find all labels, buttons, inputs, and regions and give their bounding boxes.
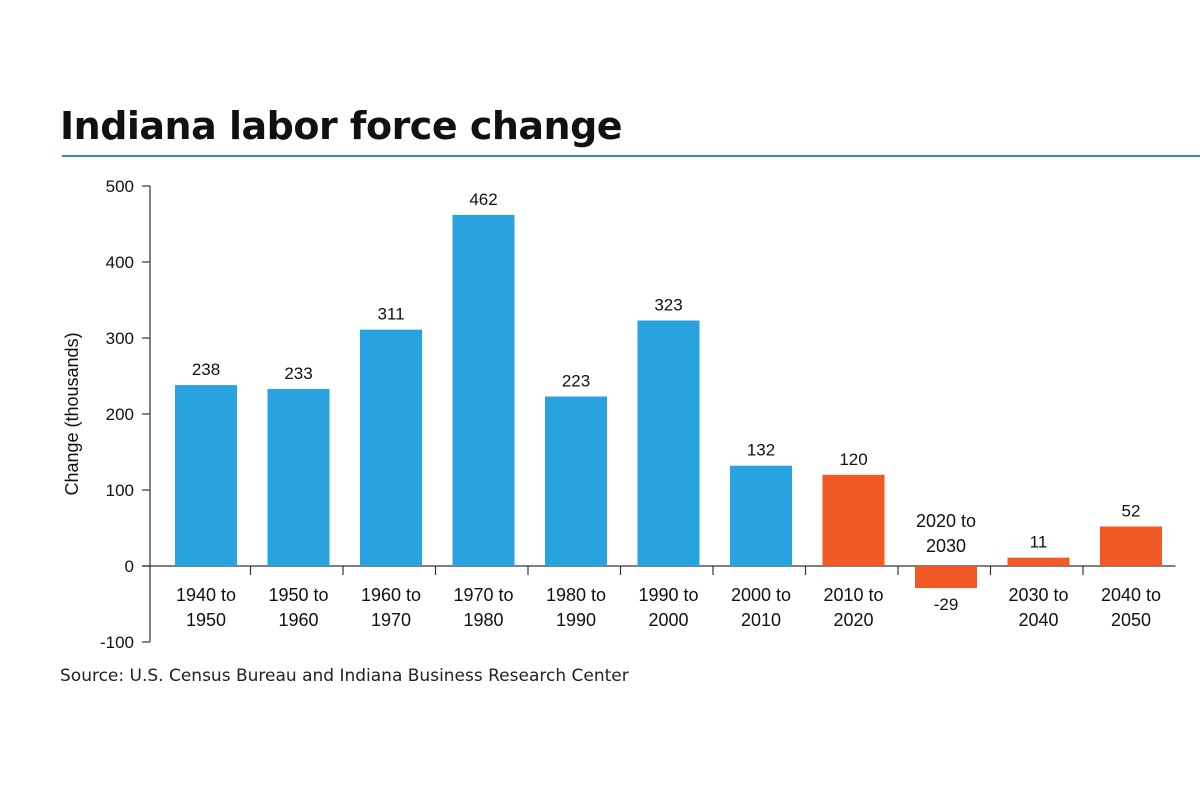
category-label-line1: 1950 to <box>268 585 328 605</box>
data-label: 311 <box>377 305 404 324</box>
category-label-line2: 2000 <box>648 610 688 630</box>
chart-title: Indiana labor force change <box>60 104 623 148</box>
bar <box>452 214 515 566</box>
y-tick-label: -100 <box>100 633 134 652</box>
category-label-line1: 1970 to <box>453 585 513 605</box>
bar <box>637 320 700 566</box>
category-label-line2: 2030 <box>926 536 966 556</box>
bar <box>822 474 885 566</box>
y-tick-label: 400 <box>106 253 134 272</box>
data-label: -29 <box>934 595 959 614</box>
data-label: 11 <box>1030 533 1048 552</box>
title-underline <box>62 155 1200 157</box>
category-label-line1: 2030 to <box>1008 585 1068 605</box>
y-tick-label: 200 <box>106 405 134 424</box>
category-label-line2: 1990 <box>556 610 596 630</box>
data-label: 223 <box>562 372 590 391</box>
data-label: 238 <box>192 360 220 379</box>
bar <box>915 566 977 589</box>
category-label-line2: 2010 <box>741 610 781 630</box>
y-tick-label: 100 <box>106 481 134 500</box>
category-label-line1: 2000 to <box>731 585 791 605</box>
category-label-line2: 2020 <box>833 610 873 630</box>
data-label: 462 <box>469 190 497 209</box>
y-tick-label: 0 <box>125 557 134 576</box>
bar <box>360 329 422 566</box>
bar <box>175 385 237 566</box>
bar <box>1007 557 1070 566</box>
category-label-line1: 2020 to <box>916 511 976 531</box>
category-label-line1: 1960 to <box>361 585 421 605</box>
y-axis-title: Change (thousands) <box>62 332 82 495</box>
bar <box>1100 526 1162 566</box>
category-label-line2: 1960 <box>278 610 318 630</box>
category-label-line2: 2040 <box>1018 610 1058 630</box>
bar-chart: -100 0 100 200 300 400 500 Change (thousands) 23… <box>62 177 1176 652</box>
y-tick-label: 300 <box>106 329 134 348</box>
category-label-line1: 2010 to <box>823 585 883 605</box>
category-label-line2: 1950 <box>186 610 226 630</box>
category-label-line1: 1990 to <box>638 585 698 605</box>
category-label-line1: 2040 to <box>1101 585 1161 605</box>
category-label-line2: 1970 <box>371 610 411 630</box>
data-label: 52 <box>1122 501 1141 520</box>
y-tick-label: 500 <box>106 177 134 196</box>
category-label-line1: 1980 to <box>546 585 606 605</box>
category-label-line2: 1980 <box>463 610 503 630</box>
category-label-line1: 1940 to <box>176 585 236 605</box>
data-label: 233 <box>284 364 312 383</box>
data-label: 120 <box>839 450 867 469</box>
source-note: Source: U.S. Census Bureau and Indiana B… <box>60 666 629 686</box>
bar <box>545 396 607 566</box>
bar <box>267 388 330 566</box>
category-label-line2: 2050 <box>1111 610 1151 630</box>
data-label: 323 <box>654 296 682 315</box>
bar <box>730 465 792 566</box>
data-label: 132 <box>747 441 775 460</box>
